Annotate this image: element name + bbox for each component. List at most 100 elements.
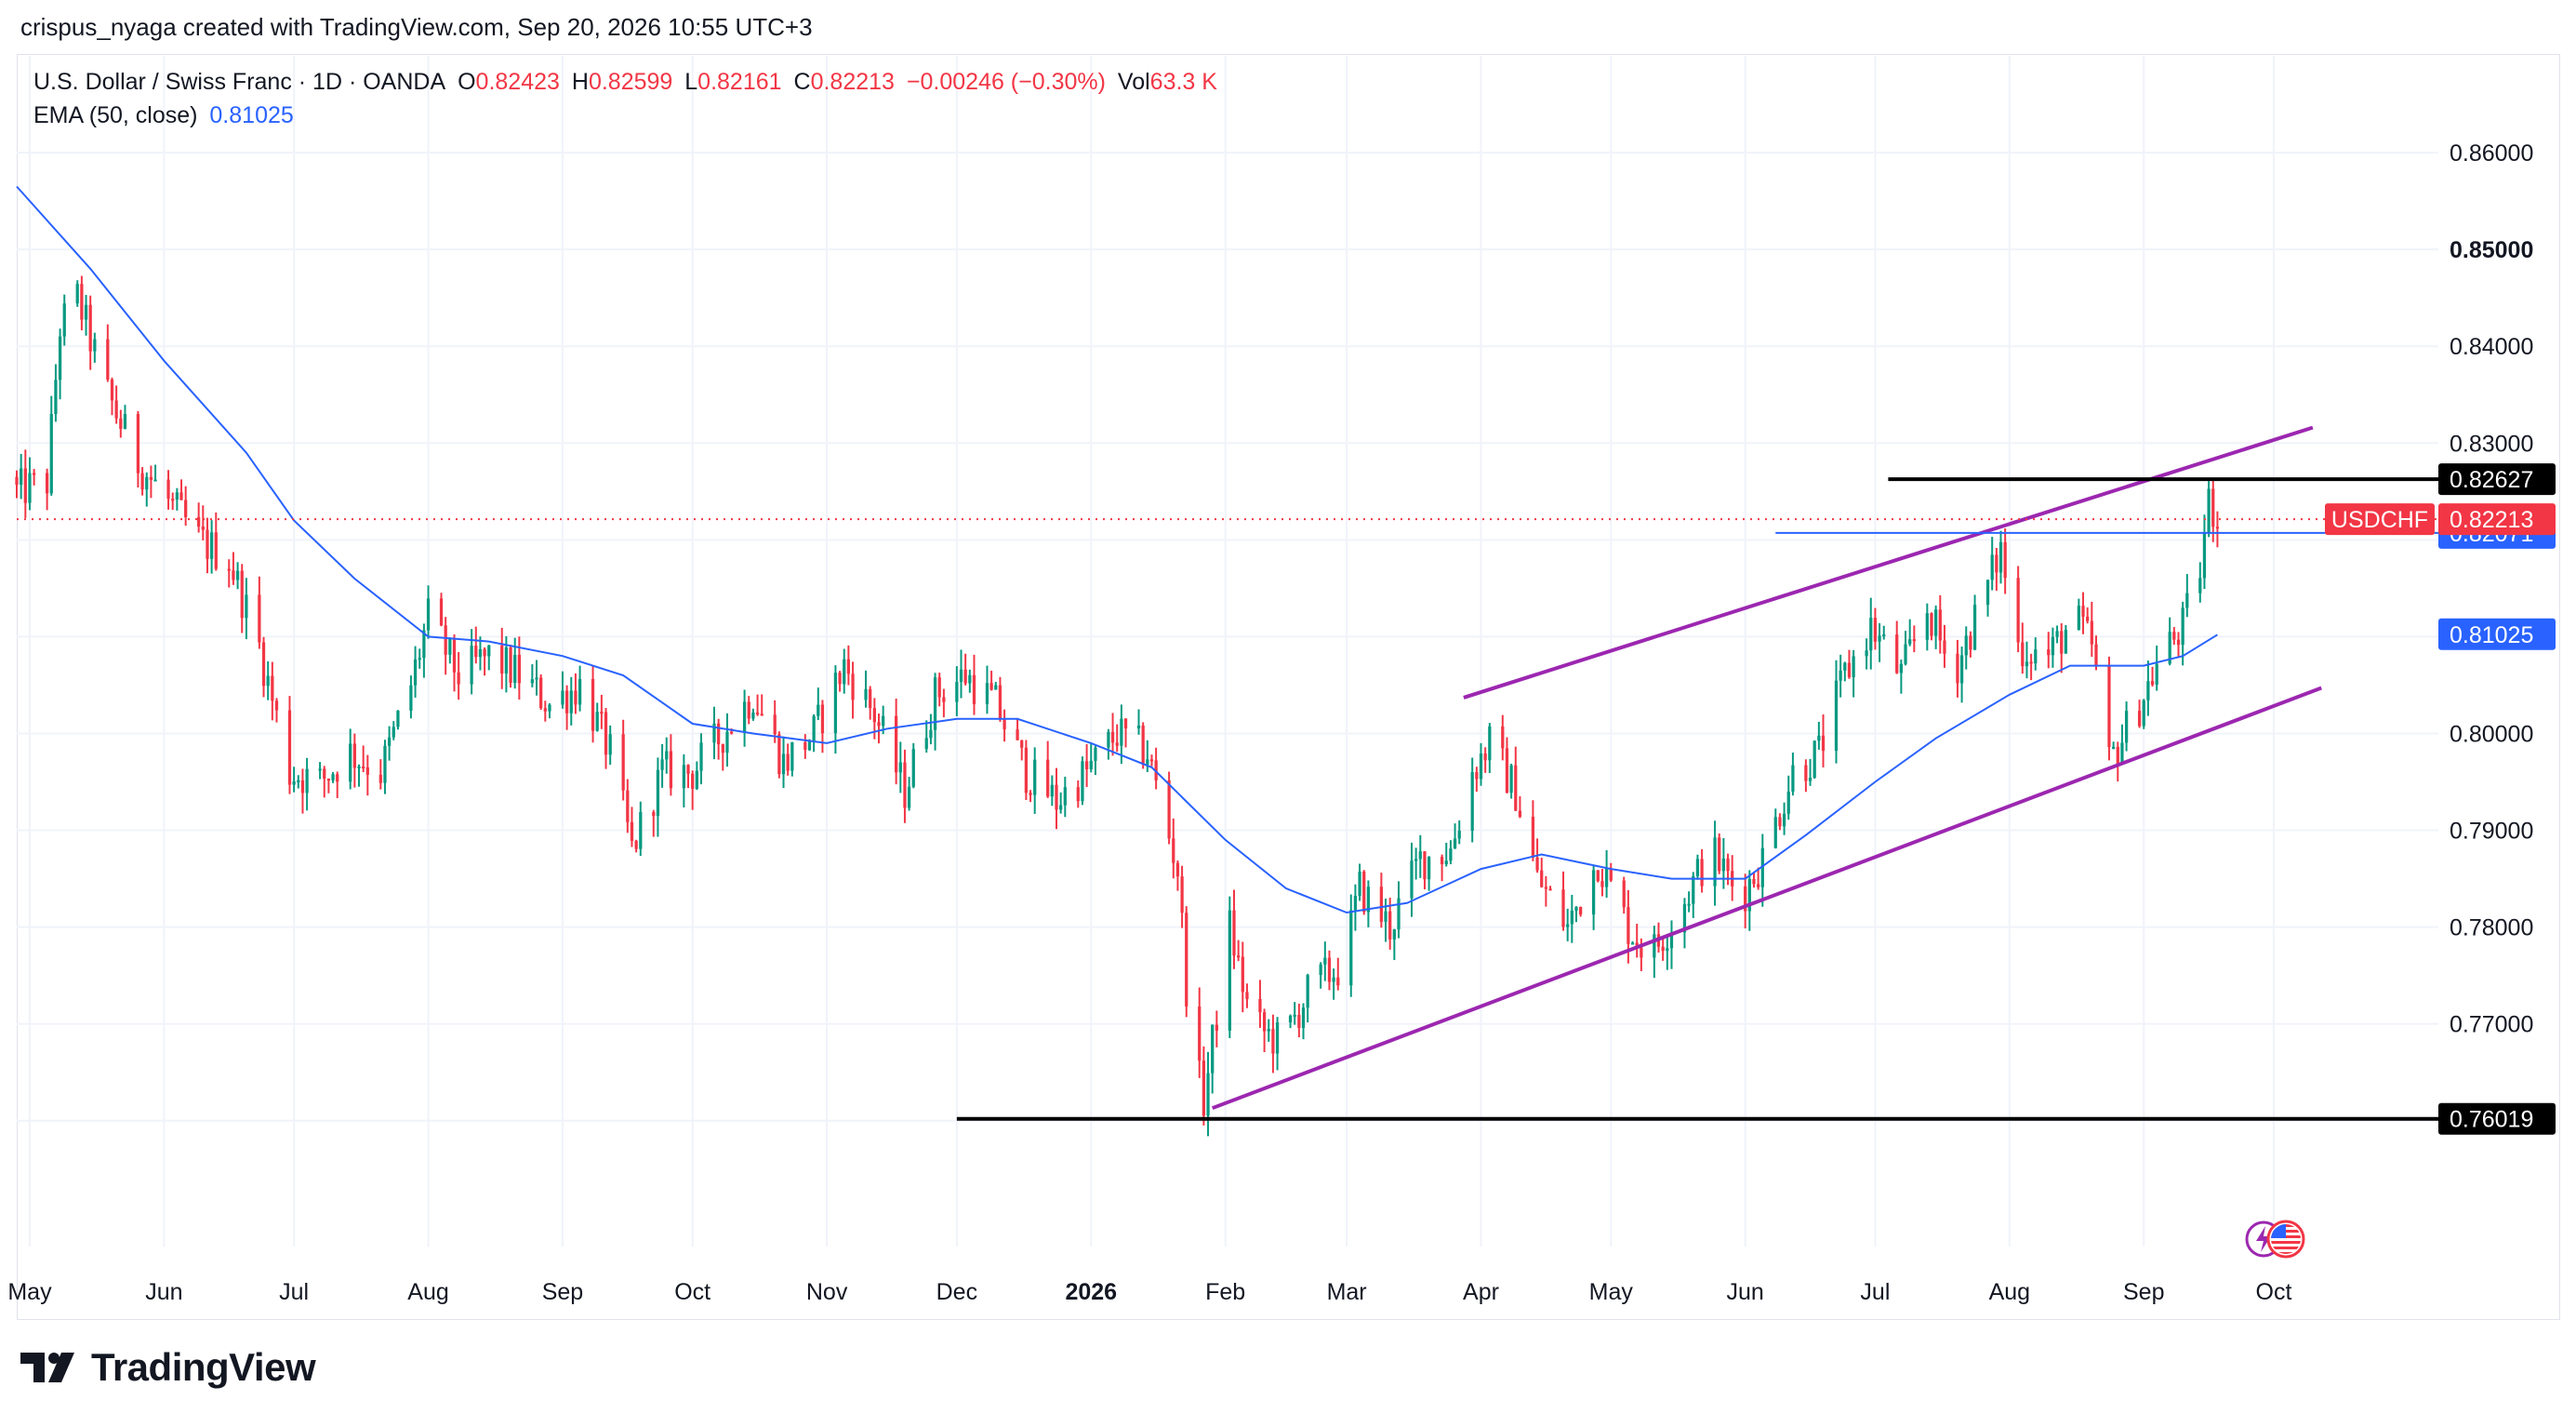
candle xyxy=(1726,853,1730,886)
candle-body xyxy=(418,658,421,660)
candle-body xyxy=(114,400,118,419)
candle xyxy=(1630,940,1635,945)
candle-body xyxy=(305,768,309,794)
candle xyxy=(1358,863,1361,901)
candle xyxy=(1055,767,1058,830)
candle xyxy=(686,764,690,789)
candle xyxy=(1579,906,1583,917)
candle-body xyxy=(695,770,698,789)
candle xyxy=(2211,479,2215,542)
candle xyxy=(2034,637,2038,671)
candle xyxy=(145,472,149,507)
candle-body xyxy=(171,499,175,501)
events-flag-icon[interactable] xyxy=(2243,1219,2308,1260)
candle xyxy=(409,675,413,719)
candle xyxy=(1016,717,1019,740)
candle-body xyxy=(362,766,365,768)
candle-body xyxy=(93,339,97,352)
candle-body xyxy=(1444,860,1448,864)
candle xyxy=(1834,660,1839,764)
candle-body xyxy=(1548,888,1552,891)
candle xyxy=(292,767,296,793)
candle xyxy=(2146,660,2150,716)
time-tick-label: 2026 xyxy=(1065,1279,1117,1305)
candle-body xyxy=(652,812,656,817)
candle xyxy=(1778,813,1782,831)
candle xyxy=(1773,808,1777,849)
candle xyxy=(1561,871,1565,931)
candle xyxy=(2081,592,2085,634)
candle-body xyxy=(439,598,444,626)
time-tick-label: Aug xyxy=(407,1279,448,1305)
candle xyxy=(136,411,140,487)
candle xyxy=(1501,714,1505,761)
candle xyxy=(742,689,747,747)
candle xyxy=(2090,601,2093,658)
candle xyxy=(1206,1051,1210,1137)
candle-body xyxy=(2142,700,2145,727)
candle-body xyxy=(1692,875,1695,904)
candle-body xyxy=(232,570,235,580)
candle-body xyxy=(1016,729,1019,740)
candle xyxy=(20,454,23,500)
candle-body xyxy=(214,532,218,569)
candle-body xyxy=(1206,1073,1210,1116)
candle xyxy=(383,740,387,794)
candle-body xyxy=(1959,655,1964,684)
candle-body xyxy=(409,685,413,711)
candle xyxy=(1969,631,1972,658)
low-value: 0.82161 xyxy=(697,69,782,95)
candle-body xyxy=(1332,977,1335,982)
candle-body xyxy=(833,673,838,734)
candle xyxy=(812,714,816,753)
candle xyxy=(2060,622,2064,673)
candle xyxy=(1666,933,1669,970)
candle-body xyxy=(595,712,599,731)
candle-body xyxy=(942,697,946,702)
candle-body xyxy=(1483,754,1487,761)
candle-body xyxy=(1531,817,1535,858)
candle xyxy=(271,661,274,721)
candle-body xyxy=(1215,1024,1218,1031)
candle xyxy=(179,479,183,500)
candle xyxy=(2202,514,2207,590)
candle-body xyxy=(1747,879,1751,912)
candle xyxy=(140,467,144,496)
candle xyxy=(2086,607,2090,624)
candle-body xyxy=(959,669,963,683)
candle xyxy=(1544,875,1548,907)
candle xyxy=(895,698,898,785)
candle-body xyxy=(604,712,608,755)
candle-body xyxy=(392,727,395,738)
tradingview-logo[interactable]: TradingView xyxy=(20,1341,316,1394)
candle-body xyxy=(1024,747,1029,794)
candle xyxy=(1029,790,1032,803)
candle-body xyxy=(1682,903,1687,933)
candle-body xyxy=(1518,810,1522,818)
candle-body xyxy=(336,774,339,782)
time-axis: May Jun Jul Aug Sep Oct Nov Dec 2026 Feb Mar Apr May… xyxy=(7,1279,2291,1305)
candle-body xyxy=(33,473,36,475)
candle xyxy=(1786,775,1790,820)
candle-body xyxy=(1943,640,1946,654)
candle xyxy=(349,728,352,790)
candle-body xyxy=(998,685,1003,720)
candle xyxy=(209,520,214,574)
candle-body xyxy=(80,284,84,320)
candle xyxy=(396,710,400,730)
candle-body xyxy=(261,642,266,687)
candle-body xyxy=(1180,876,1184,914)
candle-body xyxy=(755,712,760,714)
candle-body xyxy=(1241,956,1244,993)
candle xyxy=(725,713,729,767)
candle-body xyxy=(1003,719,1006,730)
candle xyxy=(487,645,491,671)
candle-body xyxy=(352,743,356,768)
candle xyxy=(1591,865,1596,930)
candle xyxy=(539,673,543,711)
ema-label[interactable]: EMA (50, close) xyxy=(33,102,198,128)
candle-body xyxy=(1808,778,1812,781)
candle-body xyxy=(2120,742,2124,764)
symbol-title[interactable]: U.S. Dollar / Swiss Franc · 1D · OANDA xyxy=(33,69,446,95)
